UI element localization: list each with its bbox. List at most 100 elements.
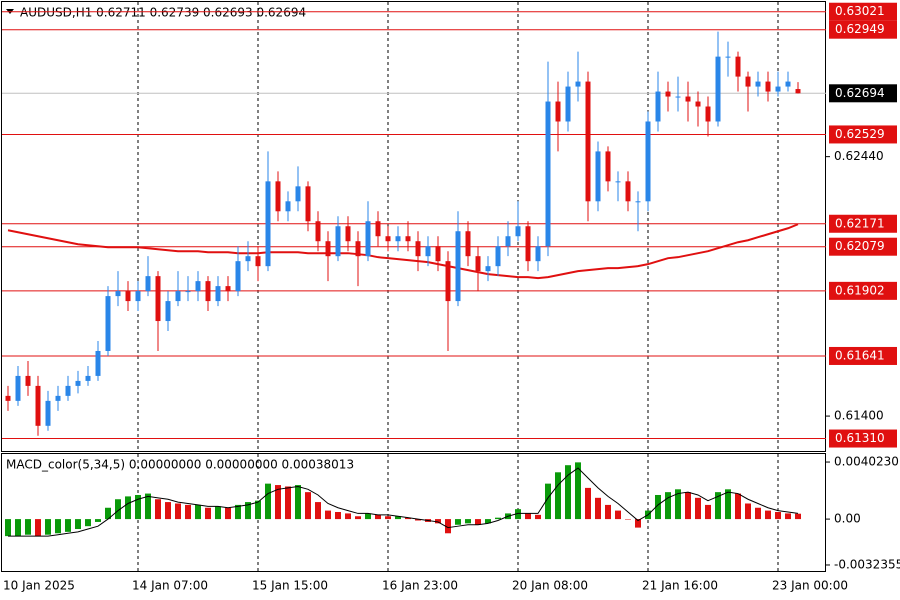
candle-body <box>725 56 731 58</box>
histogram-bar <box>665 492 671 520</box>
histogram-bar <box>145 493 151 520</box>
histogram-bar <box>745 503 751 520</box>
candle-body <box>35 385 41 426</box>
level-box <box>829 429 897 448</box>
candle-body <box>505 236 511 247</box>
histogram-bar <box>75 519 81 530</box>
histogram-bar <box>35 519 41 537</box>
histogram-bar <box>395 516 401 520</box>
histogram-bar <box>685 492 691 520</box>
histogram-bar <box>165 502 171 520</box>
level-box <box>829 281 897 300</box>
candle-body <box>85 375 91 381</box>
histogram-bar <box>415 519 421 521</box>
histogram-bar <box>225 507 231 520</box>
histogram-bar <box>335 512 341 520</box>
level-box <box>829 2 897 21</box>
candle-body <box>595 151 601 202</box>
histogram-bar <box>615 510 621 520</box>
candle-body <box>215 286 221 302</box>
y-tick-label: 0.62440 <box>834 149 884 163</box>
candle-body <box>495 246 501 267</box>
histogram-bar <box>555 472 561 520</box>
histogram-bar <box>525 513 531 520</box>
histogram-bar <box>285 486 291 520</box>
candle-body <box>545 101 551 247</box>
candle-body <box>245 256 251 262</box>
histogram-bar <box>585 487 591 520</box>
candle-body <box>465 231 471 257</box>
histogram-bar <box>125 496 131 520</box>
candle-body <box>715 56 721 122</box>
histogram-bar <box>735 493 741 520</box>
histogram-bar <box>25 519 31 535</box>
price-frame <box>1 1 826 452</box>
moving-average <box>7 223 799 280</box>
signal-line <box>8 467 799 537</box>
candle-body <box>25 375 31 386</box>
level-label: 0.61902 <box>835 283 885 297</box>
level-box <box>829 20 897 39</box>
x-tick-label: 16 Jan 23:00 <box>382 579 458 593</box>
histogram-bar <box>755 507 761 520</box>
candle-body <box>555 101 561 122</box>
histogram-bar <box>565 465 571 520</box>
histogram-bar <box>315 502 321 520</box>
candle-body <box>325 241 331 257</box>
last-price-label: 0.62694 <box>835 86 885 100</box>
candle-body <box>405 236 411 242</box>
candle-body <box>475 256 481 272</box>
histogram-bar <box>785 513 791 520</box>
x-tick-label: 23 Jan 00:00 <box>772 579 848 593</box>
candle-body <box>185 291 191 293</box>
histogram-bar <box>135 494 141 520</box>
candle-body <box>705 106 711 122</box>
histogram-bar <box>485 519 491 524</box>
candle-body <box>385 236 391 242</box>
histogram-bar <box>365 513 371 520</box>
level-box <box>829 214 897 233</box>
candle-body <box>225 286 231 292</box>
x-tick-label: 10 Jan 2025 <box>3 579 75 593</box>
candle-body <box>235 261 241 292</box>
histogram-bar <box>655 494 661 520</box>
histogram-bar <box>15 519 21 537</box>
histogram-bar <box>105 507 111 520</box>
y-tick-label: 0.00 <box>834 512 861 526</box>
candle-body <box>645 121 651 202</box>
histogram-bar <box>725 489 731 520</box>
candle-body <box>75 380 81 386</box>
candle-body <box>15 375 21 401</box>
level-label: 0.63021 <box>835 4 885 18</box>
candle-body <box>625 181 631 202</box>
level-box <box>829 346 897 365</box>
level-label: 0.62171 <box>835 216 885 230</box>
candle-body <box>135 291 141 302</box>
candle-body <box>145 276 151 292</box>
candle-body <box>755 81 761 87</box>
level-label: 0.62079 <box>835 239 885 253</box>
x-tick-label: 14 Jan 07:00 <box>132 579 208 593</box>
candle-body <box>745 76 751 87</box>
candle-body <box>55 395 61 401</box>
histogram-bar <box>5 519 11 537</box>
candle-body <box>455 231 461 302</box>
histogram-bar <box>345 513 351 520</box>
candle-body <box>275 181 281 212</box>
histogram-bar <box>435 519 441 524</box>
candle-body <box>665 91 671 97</box>
candle-body <box>285 201 291 212</box>
candle-body <box>105 296 111 351</box>
candle-body <box>485 266 491 272</box>
candle-body <box>265 181 271 267</box>
candle-body <box>655 91 661 122</box>
histogram-bar <box>375 514 381 520</box>
histogram-bar <box>515 509 521 520</box>
histogram-bar <box>705 504 711 520</box>
price-title: AUDUSD,H1 0.62711 0.62739 0.62693 0.6269… <box>20 6 306 20</box>
x-tick-label: 21 Jan 16:00 <box>642 579 718 593</box>
candle-body <box>735 56 741 77</box>
macd-title: MACD_color(5,34,5) 0.00000000 0.00000000… <box>6 458 354 472</box>
candle-body <box>365 221 371 257</box>
